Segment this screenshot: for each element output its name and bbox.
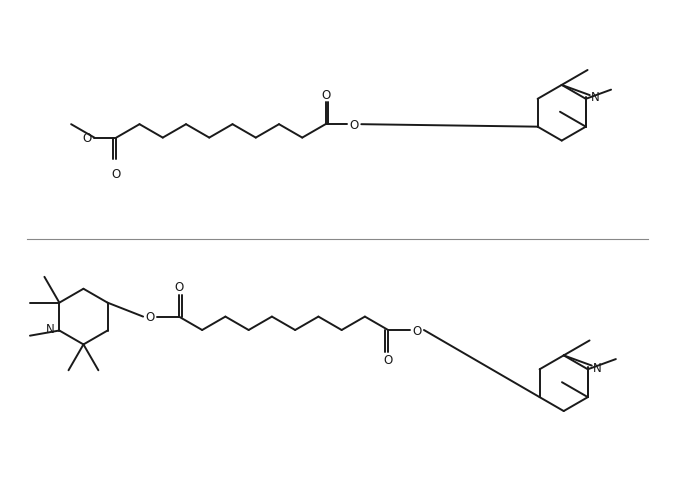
Text: O: O <box>174 281 184 294</box>
Text: N: N <box>591 91 599 104</box>
Text: O: O <box>83 132 92 145</box>
Text: N: N <box>593 361 601 374</box>
Text: O: O <box>383 354 393 366</box>
Text: O: O <box>350 119 359 131</box>
Text: O: O <box>321 89 330 102</box>
Text: O: O <box>111 168 121 181</box>
Text: N: N <box>46 323 55 335</box>
Text: O: O <box>145 310 155 324</box>
Text: O: O <box>412 324 422 337</box>
